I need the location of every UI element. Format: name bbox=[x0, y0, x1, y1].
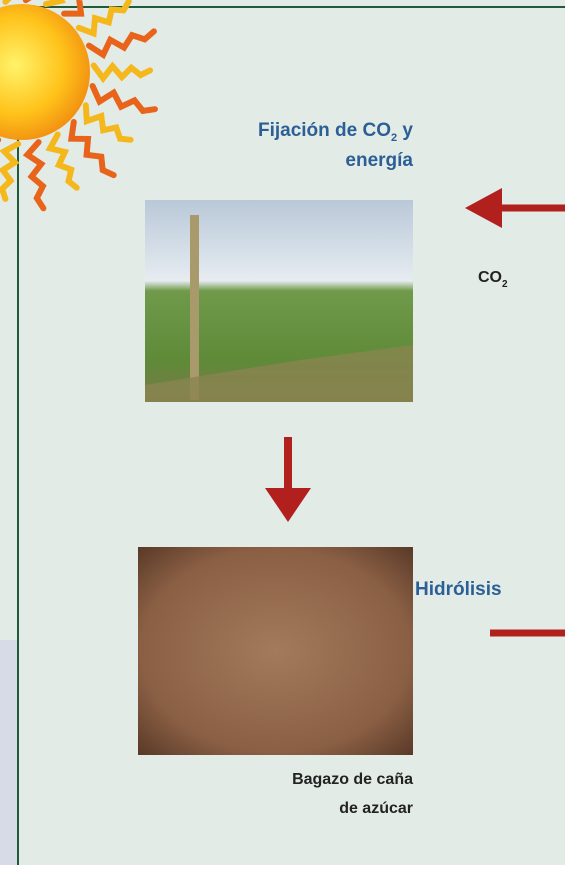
label-part: CO bbox=[478, 269, 502, 286]
label-part: Fijación de CO bbox=[258, 120, 391, 141]
label-part: y bbox=[397, 120, 413, 141]
bagasse-label: Bagazo de caña bbox=[292, 771, 413, 788]
cane-stalk bbox=[190, 215, 199, 400]
page: Fijación de CO2 y energía CO2 Hidrólisis… bbox=[0, 0, 565, 865]
fixation-label: energía bbox=[345, 150, 413, 171]
bagasse-photo bbox=[138, 547, 413, 755]
side-panel bbox=[0, 640, 18, 865]
diagram: Fijación de CO2 y energía CO2 Hidrólisis… bbox=[0, 0, 565, 865]
fixation-label: Fijación de CO2 y bbox=[258, 120, 413, 144]
bagasse-label: de azúcar bbox=[339, 800, 413, 817]
hydrolysis-label: Hidrólisis bbox=[415, 579, 502, 600]
label-sub: 2 bbox=[502, 279, 508, 290]
